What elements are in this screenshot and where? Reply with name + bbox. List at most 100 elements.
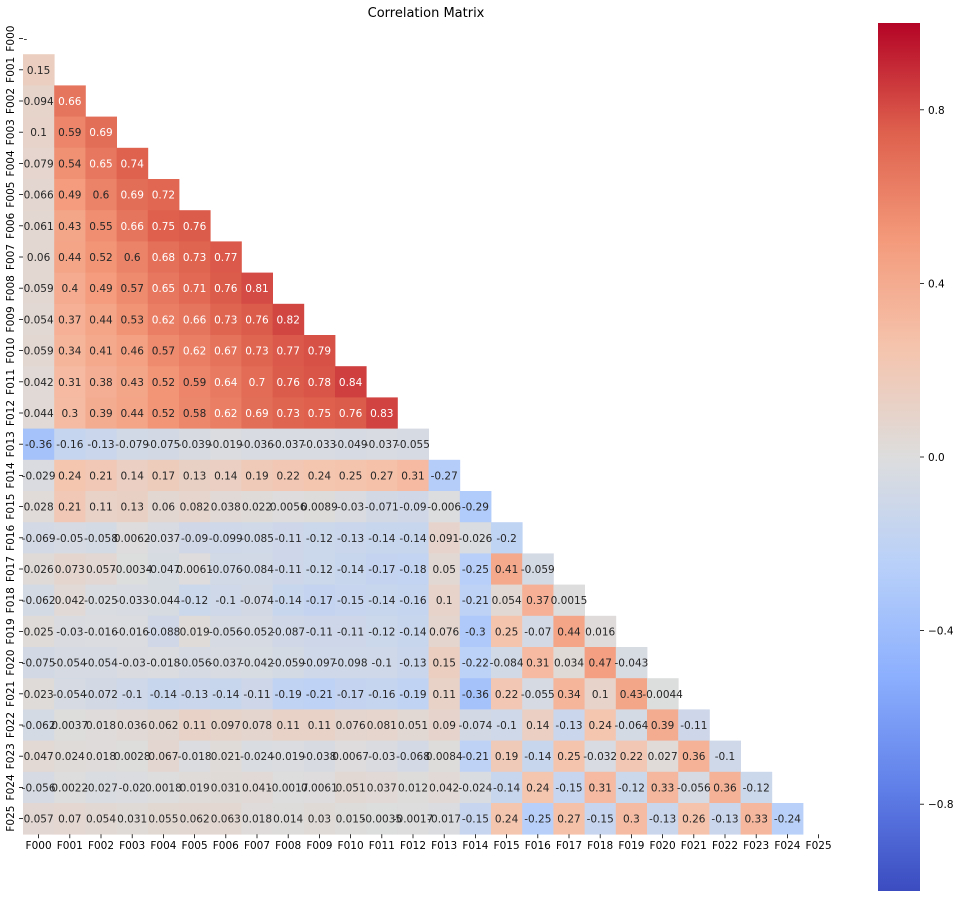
heatmap-cell xyxy=(116,647,149,679)
heatmap-cell xyxy=(241,397,273,429)
y-tick-label: F025 xyxy=(5,806,17,832)
heatmap-cell-label: -0.068 xyxy=(396,751,430,763)
heatmap-cell xyxy=(179,303,211,336)
heatmap-cell-label: 0.72 xyxy=(152,190,175,202)
heatmap-cell xyxy=(522,553,554,585)
heatmap-cell xyxy=(147,615,180,648)
heatmap-cell xyxy=(522,584,554,617)
heatmap-cell xyxy=(272,459,305,492)
x-tick-label: F014 xyxy=(462,840,488,852)
heatmap-cell-label: -0.072 xyxy=(84,689,118,701)
heatmap-cell xyxy=(428,740,461,773)
heatmap-cell-label: 0.14 xyxy=(526,720,550,732)
heatmap-cell xyxy=(584,615,617,648)
heatmap-cell xyxy=(85,678,117,710)
heatmap-cell xyxy=(54,428,86,461)
x-tick-label: F010 xyxy=(338,840,364,852)
heatmap-cell-label: 0.13 xyxy=(183,470,206,482)
heatmap-cell xyxy=(397,709,429,741)
heatmap-cell xyxy=(678,771,710,804)
heatmap-cell-label: -0.2 xyxy=(496,533,517,545)
heatmap-cell xyxy=(85,272,117,305)
heatmap-cell-label: 0.054 xyxy=(24,314,54,326)
heatmap-cell-label: 0.018 xyxy=(242,814,272,826)
heatmap-cell-label: -0.36 xyxy=(462,689,489,701)
heatmap-cell xyxy=(147,366,180,398)
heatmap-cell xyxy=(272,771,305,804)
y-tick-label: F001 xyxy=(5,57,17,83)
heatmap-cell-label: 0.05 xyxy=(433,564,456,576)
heatmap-cell-label: -0.18 xyxy=(399,564,426,576)
heatmap-cell xyxy=(241,303,273,336)
heatmap-cell-label: 0.0037 xyxy=(51,720,88,732)
heatmap-cell xyxy=(303,397,336,429)
heatmap-cell xyxy=(54,335,86,367)
heatmap-cell-label: 0.15 xyxy=(433,658,456,670)
heatmap-cell xyxy=(23,366,55,398)
heatmap-cell-label: 0.09 xyxy=(433,720,456,732)
heatmap-cell xyxy=(459,740,492,773)
heatmap-cell xyxy=(647,803,679,835)
heatmap-cell xyxy=(179,803,211,835)
heatmap-cell-label: -0.11 xyxy=(306,626,333,638)
heatmap-cell xyxy=(23,771,55,804)
heatmap-cell-label: -0.25 xyxy=(462,564,489,576)
heatmap-cell-label: -0.16 xyxy=(399,595,426,607)
heatmap-cell xyxy=(23,553,55,585)
heatmap-cell xyxy=(210,615,242,648)
y-tick-label: F000 xyxy=(5,26,17,52)
y-tick-label: F022 xyxy=(5,712,17,738)
x-tick-label: F015 xyxy=(494,840,520,852)
heatmap-cell-label: -0.02 xyxy=(119,782,146,794)
heatmap-cell xyxy=(54,522,86,554)
heatmap-cell xyxy=(303,740,336,773)
heatmap-cell xyxy=(522,615,554,648)
heatmap-cell xyxy=(678,709,710,741)
x-tick-label: F023 xyxy=(743,840,769,852)
chart-title: Correlation Matrix xyxy=(368,6,485,21)
heatmap-cell xyxy=(23,179,55,211)
heatmap-cell-label: -0.12 xyxy=(368,626,395,638)
heatmap-cell xyxy=(584,647,617,679)
heatmap-cell xyxy=(615,803,648,835)
heatmap-cell xyxy=(303,709,336,741)
heatmap-cell-label: 0.024 xyxy=(55,751,85,763)
heatmap-cell xyxy=(210,771,242,804)
heatmap-cell-label: 0.4 xyxy=(61,283,78,295)
heatmap-cell xyxy=(85,615,117,648)
heatmap-cell xyxy=(241,553,273,585)
heatmap-cell-label: 0.26 xyxy=(682,814,706,826)
heatmap-cell xyxy=(85,771,117,804)
heatmap-cell-label: 0.0062 xyxy=(114,533,151,545)
heatmap-cell-label: 0.44 xyxy=(121,408,145,420)
heatmap-cell-label: -0.018 xyxy=(146,658,180,670)
heatmap-cell xyxy=(428,584,461,617)
colorbar-tick-label: −0.4 xyxy=(928,626,954,638)
heatmap-cell xyxy=(397,803,429,835)
heatmap-cell-label: -0.039 xyxy=(178,439,212,451)
heatmap-cell-label: -0.062 xyxy=(22,720,56,732)
heatmap-cell-label: -0.019 xyxy=(209,439,243,451)
heatmap-cell-label: 0.0061 xyxy=(301,782,338,794)
heatmap-cell xyxy=(116,803,149,835)
heatmap-cell-label: 0.3 xyxy=(61,408,78,420)
heatmap-cell xyxy=(179,771,211,804)
heatmap-cell xyxy=(116,241,149,273)
x-tick-label: F004 xyxy=(150,840,176,852)
heatmap-cell-label: 0.25 xyxy=(339,470,362,482)
heatmap-cell xyxy=(272,678,305,710)
heatmap-cell xyxy=(85,709,117,741)
heatmap-cell xyxy=(397,459,429,492)
heatmap-cell xyxy=(366,771,398,804)
heatmap-cell xyxy=(335,709,367,741)
heatmap-cell-label: -0.03 xyxy=(56,626,83,638)
heatmap-diagonal-labels: - xyxy=(24,34,28,46)
y-tick-label: F008 xyxy=(5,275,17,301)
heatmap-cell-label: -0.27 xyxy=(431,470,458,482)
heatmap-cell-label: 0.11 xyxy=(308,720,331,732)
heatmap-cell-label: -0.062 xyxy=(22,595,56,607)
heatmap-cell xyxy=(522,771,554,804)
x-tick-label: F019 xyxy=(618,840,644,852)
heatmap-cell xyxy=(553,740,585,773)
heatmap-cell xyxy=(54,116,86,149)
